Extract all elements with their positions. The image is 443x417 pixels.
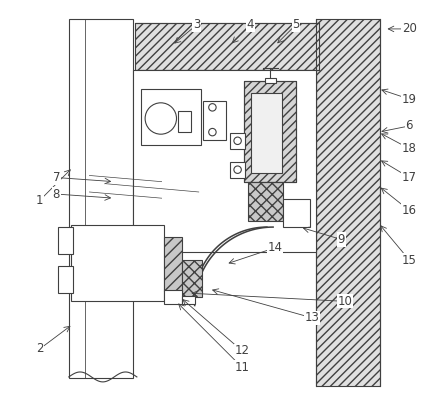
- Bar: [141, 89, 201, 145]
- Text: 2: 2: [36, 342, 43, 355]
- Bar: [182, 296, 194, 304]
- Circle shape: [234, 166, 241, 173]
- Text: 8: 8: [53, 188, 60, 201]
- Bar: [249, 182, 284, 221]
- Bar: [265, 78, 276, 83]
- Bar: [135, 23, 319, 70]
- Bar: [244, 80, 296, 182]
- Text: 13: 13: [305, 311, 320, 324]
- Bar: [251, 93, 282, 173]
- Text: 19: 19: [402, 93, 417, 106]
- Text: 18: 18: [402, 142, 417, 155]
- Circle shape: [209, 104, 216, 111]
- Text: 4: 4: [247, 18, 254, 31]
- Text: 3: 3: [193, 18, 200, 31]
- Bar: [244, 80, 296, 182]
- Text: 14: 14: [268, 241, 283, 254]
- Bar: [203, 101, 225, 141]
- Text: 17: 17: [402, 171, 417, 184]
- Bar: [182, 260, 202, 297]
- Bar: [133, 70, 316, 252]
- Bar: [164, 290, 182, 304]
- Text: 7: 7: [53, 171, 60, 184]
- Circle shape: [234, 137, 241, 145]
- Bar: [71, 225, 164, 301]
- Text: 15: 15: [402, 254, 417, 266]
- Bar: [69, 19, 133, 378]
- Text: 1: 1: [36, 194, 43, 207]
- Circle shape: [145, 103, 176, 134]
- Text: 6: 6: [406, 119, 413, 133]
- Text: 20: 20: [402, 23, 417, 35]
- Circle shape: [209, 128, 216, 136]
- Bar: [230, 162, 245, 178]
- Text: 12: 12: [235, 344, 250, 357]
- Bar: [230, 133, 245, 148]
- Bar: [178, 111, 190, 132]
- Text: 10: 10: [338, 295, 353, 308]
- Text: 11: 11: [235, 361, 250, 374]
- Bar: [316, 19, 381, 386]
- Text: 9: 9: [338, 233, 345, 246]
- Bar: [164, 237, 182, 291]
- Bar: [58, 266, 73, 293]
- Bar: [58, 227, 73, 254]
- Text: 5: 5: [292, 18, 299, 31]
- Text: 16: 16: [402, 204, 417, 217]
- Bar: [284, 199, 310, 227]
